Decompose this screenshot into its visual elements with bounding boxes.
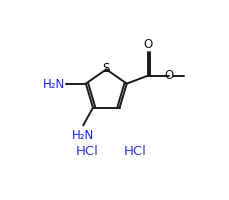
Text: HCl: HCl — [76, 144, 99, 157]
Text: O: O — [163, 69, 172, 82]
Text: H₂N: H₂N — [43, 78, 65, 91]
Text: H₂N: H₂N — [72, 128, 94, 141]
Text: HCl: HCl — [124, 144, 147, 157]
Text: O: O — [143, 38, 152, 51]
Text: S: S — [102, 62, 109, 75]
